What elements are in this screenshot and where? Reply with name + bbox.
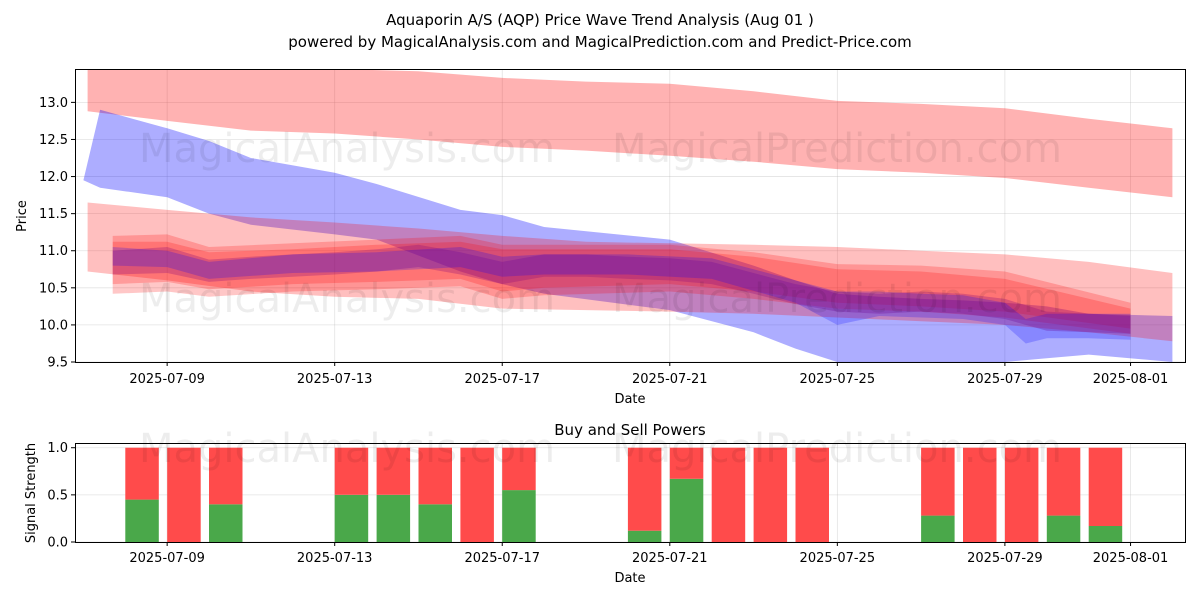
- signal-x-tick-label: 2025-07-17: [464, 551, 540, 566]
- signal-chart-panel: Buy and Sell Powers MagicalAnalysis.com …: [24, 421, 1186, 586]
- signal-x-tick-label: 2025-08-01: [1093, 551, 1169, 566]
- price-chart-panel: MagicalAnalysis.com MagicalPrediction.co…: [15, 69, 1186, 407]
- price-band-2: [87, 202, 1173, 342]
- signal-y-axis-title: Signal Strength: [24, 443, 39, 543]
- sell-bar: [921, 447, 955, 516]
- chart-title: Aquaporin A/S (AQP) Price Wave Trend Ana…: [386, 11, 814, 29]
- watermark-analysis: MagicalAnalysis.com: [139, 276, 555, 322]
- sell-bar: [167, 447, 201, 542]
- sell-bar: [334, 447, 369, 495]
- price-band-5: [112, 244, 1131, 334]
- price-band-4: [112, 241, 1131, 329]
- signal-watermarks: MagicalAnalysis.com MagicalPrediction.co…: [139, 426, 1062, 472]
- price-y-tick-label: 12.5: [39, 133, 68, 148]
- buy-bar: [376, 494, 411, 542]
- price-watermarks: MagicalAnalysis.com MagicalPrediction.co…: [139, 126, 1062, 322]
- watermark-prediction: MagicalPrediction.com: [612, 276, 1062, 322]
- price-x-tick-label: 2025-08-01: [1093, 372, 1169, 387]
- signal-x-axis-title: Date: [614, 571, 645, 586]
- signal-x-tick-label: 2025-07-21: [632, 551, 708, 566]
- buy-bar: [627, 530, 662, 542]
- sell-bar: [418, 447, 452, 505]
- price-x-tick-label: 2025-07-17: [464, 372, 540, 387]
- price-y-tick-label: 10.0: [39, 318, 68, 333]
- sell-bar: [502, 447, 536, 491]
- price-band-6: [112, 247, 1131, 344]
- sell-bar: [669, 447, 704, 479]
- watermark-prediction: MagicalPrediction.com: [612, 126, 1062, 172]
- sell-bar: [376, 447, 411, 495]
- price-band-1: [83, 109, 1173, 362]
- signal-x-tick-label: 2025-07-09: [129, 551, 205, 566]
- price-x-axis: 2025-07-09 2025-07-13 2025-07-17 2025-07-21…: [129, 362, 1168, 387]
- buy-bar: [921, 515, 955, 542]
- watermark-analysis: MagicalAnalysis.com: [139, 426, 555, 472]
- price-x-tick-label: 2025-07-13: [297, 372, 373, 387]
- price-y-tick-label: 10.5: [39, 281, 68, 296]
- signal-y-tick-label: 0.5: [47, 488, 68, 503]
- price-y-axis: 9.5 10.0 10.5 11.0 11.5 12.0 12.5 13.0: [39, 96, 75, 371]
- signal-x-tick-label: 2025-07-13: [297, 551, 373, 566]
- sell-bar: [963, 447, 997, 542]
- price-y-tick-label: 12.0: [39, 170, 68, 185]
- price-grid: [75, 69, 1185, 363]
- buy-bar: [125, 499, 159, 542]
- buy-bar: [334, 494, 369, 542]
- signal-x-tick-label: 2025-07-25: [800, 551, 876, 566]
- price-bands: [83, 69, 1173, 362]
- sell-bar: [460, 447, 494, 542]
- sell-bar: [1046, 447, 1081, 516]
- buy-bar: [669, 478, 704, 542]
- buy-bar: [502, 490, 536, 542]
- price-plot-frame: [75, 69, 1186, 363]
- price-y-tick-label: 9.5: [47, 356, 68, 371]
- price-x-tick-label: 2025-07-09: [129, 372, 205, 387]
- watermark-prediction: MagicalPrediction.com: [612, 426, 1062, 472]
- sell-bar: [1004, 447, 1039, 542]
- price-y-tick-label: 11.0: [39, 244, 68, 259]
- sell-bar: [753, 447, 788, 542]
- sell-bar: [125, 447, 159, 500]
- price-band-0: [87, 69, 1173, 198]
- signal-y-axis: 0.0 0.5 1.0: [47, 441, 75, 551]
- signal-y-tick-label: 0.0: [47, 536, 68, 551]
- signal-y-tick-label: 1.0: [47, 441, 68, 456]
- price-x-tick-label: 2025-07-29: [967, 372, 1043, 387]
- price-x-axis-title: Date: [614, 392, 645, 407]
- sell-bar: [627, 447, 662, 531]
- sell-bar: [711, 447, 746, 542]
- buy-bar: [209, 504, 243, 542]
- price-y-axis-title: Price: [15, 200, 30, 232]
- signal-x-axis: 2025-07-09 2025-07-13 2025-07-17 2025-07-21…: [129, 542, 1168, 566]
- buy-bar: [1046, 515, 1081, 542]
- sell-bar: [1088, 447, 1123, 526]
- signal-bars: [125, 447, 1123, 542]
- chart-subtitle: powered by MagicalAnalysis.com and Magic…: [288, 33, 912, 51]
- price-y-tick-label: 11.5: [39, 207, 68, 222]
- sell-bar: [795, 447, 829, 542]
- sell-bar: [209, 447, 243, 505]
- signal-plot-frame: [75, 443, 1186, 543]
- price-band-3: [112, 234, 1131, 334]
- signal-x-tick-label: 2025-07-29: [967, 551, 1043, 566]
- price-y-tick-label: 13.0: [39, 96, 68, 111]
- price-x-tick-label: 2025-07-25: [800, 372, 876, 387]
- price-x-tick-label: 2025-07-21: [632, 372, 708, 387]
- watermark-analysis: MagicalAnalysis.com: [139, 126, 555, 172]
- buy-bar: [418, 504, 452, 542]
- signal-chart-title: Buy and Sell Powers: [554, 421, 706, 439]
- buy-bar: [1088, 526, 1123, 542]
